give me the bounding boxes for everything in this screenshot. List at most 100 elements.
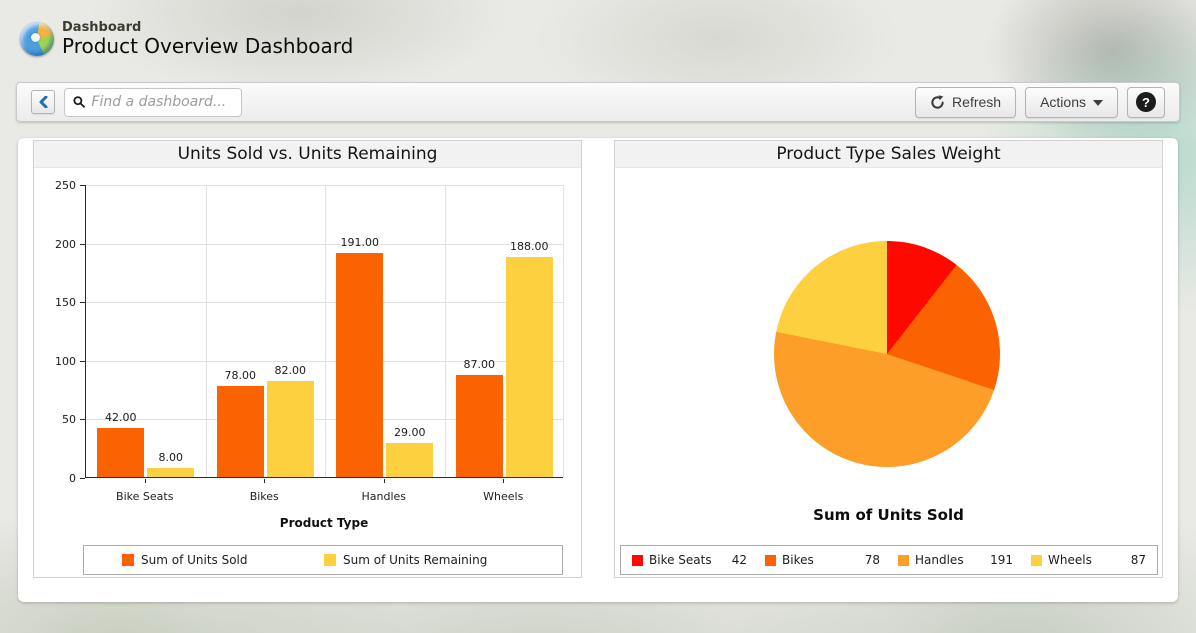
actions-label: Actions — [1040, 94, 1086, 110]
pie-chart-title: Product Type Sales Weight — [615, 141, 1162, 168]
y-tick-mark — [80, 419, 85, 421]
toolbar: Refresh Actions ? — [16, 82, 1180, 122]
gridline — [86, 302, 563, 304]
refresh-icon — [931, 94, 944, 109]
x-category-label: Bikes — [249, 490, 279, 503]
bar-handles-sold[interactable] — [336, 253, 384, 477]
legend-swatch-icon — [898, 554, 909, 566]
legend-swatch-icon — [765, 554, 776, 566]
page-title: Product Overview Dashboard — [62, 34, 354, 58]
bar-chart-panel: Units Sold vs. Units Remaining 0 50 100 150… — [33, 140, 582, 578]
legend-label: Sum of Units Sold — [141, 553, 248, 567]
help-icon: ? — [1136, 92, 1156, 112]
legend-value: 191 — [990, 553, 1013, 567]
gridline — [86, 243, 563, 245]
pie-chart-legend: Bike Seats 42 Bikes 78 Handles 191 Wheels 87 — [620, 545, 1158, 575]
gridline — [86, 419, 563, 421]
y-tick-label: 150 — [55, 296, 76, 310]
legend-item: Wheels 87 — [1022, 553, 1155, 567]
x-tick-mark — [264, 479, 266, 483]
y-tick-label: 200 — [55, 237, 76, 251]
actions-button[interactable]: Actions — [1025, 86, 1118, 118]
bar-chart-plot-area: 42.00 8.00 78.00 82.00 191.00 29.00 87.00 188.0… — [85, 185, 564, 478]
dashboard-pie-logo-icon — [20, 22, 54, 56]
bar-bikes-remaining[interactable] — [266, 380, 314, 477]
chevron-left-icon — [39, 96, 48, 108]
x-category-label: Bike Seats — [116, 490, 174, 503]
legend-item: Bike Seats 42 — [623, 553, 756, 567]
caret-down-icon — [1093, 99, 1103, 106]
pie-chart-body: Sum of Units Sold Bike Seats 42 Bikes 78 Han… — [615, 168, 1162, 577]
x-category-label: Wheels — [483, 490, 524, 503]
bar-value-label: 87.00 — [463, 358, 496, 372]
y-tick-label: 0 — [69, 472, 76, 485]
app-header: Dashboard Product Overview Dashboard — [20, 20, 353, 58]
bar-value-label: 42.00 — [105, 410, 137, 424]
toolbar-actions-group: Refresh Actions ? — [915, 86, 1165, 118]
legend-value: 78 — [864, 553, 880, 567]
pie-chart-panel: Product Type Sales Weight Sum of Units S… — [614, 140, 1163, 578]
x-tick-mark — [503, 479, 505, 483]
bar-chart-legend: Sum of Units Sold Sum of Units Remaining — [83, 545, 563, 575]
x-tick-mark — [383, 479, 385, 483]
legend-label: Wheels — [1048, 553, 1092, 567]
gridline — [563, 185, 564, 477]
legend-item: Handles 191 — [889, 553, 1022, 567]
legend-label: Handles — [915, 553, 964, 567]
gridline — [86, 360, 563, 362]
bar-bike-seats-remaining[interactable] — [147, 467, 195, 477]
y-tick-label: 50 — [62, 413, 76, 427]
bar-bikes-sold[interactable] — [216, 385, 264, 477]
gridline — [325, 185, 326, 477]
x-axis-title: Product Type — [279, 516, 369, 530]
search-icon — [73, 96, 86, 108]
y-tick-mark — [80, 302, 85, 304]
y-tick-mark — [80, 185, 85, 186]
bar-value-label: 191.00 — [340, 236, 380, 250]
bar-handles-remaining[interactable] — [386, 443, 434, 477]
bar-wheels-sold[interactable] — [455, 375, 503, 477]
legend-value: 87 — [1130, 553, 1146, 567]
legend-swatch-icon — [122, 554, 134, 566]
bar-value-label: 8.00 — [158, 450, 184, 464]
help-button[interactable]: ? — [1127, 86, 1165, 118]
gridline — [444, 185, 446, 477]
bar-value-label: 29.00 — [394, 426, 426, 440]
header-text: Dashboard Product Overview Dashboard — [62, 20, 353, 58]
y-tick-label: 100 — [55, 354, 76, 368]
legend-swatch-icon — [324, 554, 336, 566]
legend-swatch-icon — [632, 554, 643, 566]
refresh-button[interactable]: Refresh — [915, 86, 1017, 118]
bar-value-label: 82.00 — [274, 363, 307, 377]
entity-type-label: Dashboard — [62, 20, 142, 35]
legend-item: Sum of Units Remaining — [324, 553, 487, 567]
bar-bike-seats-sold[interactable] — [97, 427, 145, 477]
legend-item: Bikes 78 — [756, 553, 889, 567]
bar-value-label: 78.00 — [224, 368, 257, 382]
bar-value-label: 188.00 — [510, 239, 549, 253]
search-input[interactable] — [91, 94, 233, 110]
pie-measure-label: Sum of Units Sold — [813, 506, 964, 524]
y-tick-mark — [80, 243, 85, 245]
legend-label: Bike Seats — [649, 553, 712, 567]
bar-wheels-remaining[interactable] — [505, 256, 553, 477]
x-category-label: Handles — [361, 490, 407, 503]
y-tick-mark — [80, 478, 85, 479]
gridline — [86, 185, 563, 186]
y-tick-mark — [80, 360, 85, 362]
dashboard-search — [64, 87, 242, 117]
x-tick-mark — [144, 479, 146, 483]
legend-label: Sum of Units Remaining — [343, 553, 488, 567]
back-button[interactable] — [31, 90, 55, 114]
bar-chart-title: Units Sold vs. Units Remaining — [34, 141, 581, 168]
legend-label: Bikes — [782, 553, 814, 567]
refresh-label: Refresh — [952, 94, 1002, 110]
legend-swatch-icon — [1031, 554, 1042, 566]
legend-value: 42 — [731, 553, 747, 567]
legend-item: Sum of Units Sold — [122, 553, 248, 567]
bar-chart-body: 0 50 100 150 200 250 42.00 8.00 78.00 82.00 191.0… — [34, 168, 581, 577]
dashboard-canvas: Units Sold vs. Units Remaining 0 50 100 150… — [18, 138, 1178, 602]
pie-chart[interactable] — [774, 241, 1000, 467]
gridline — [205, 185, 207, 477]
